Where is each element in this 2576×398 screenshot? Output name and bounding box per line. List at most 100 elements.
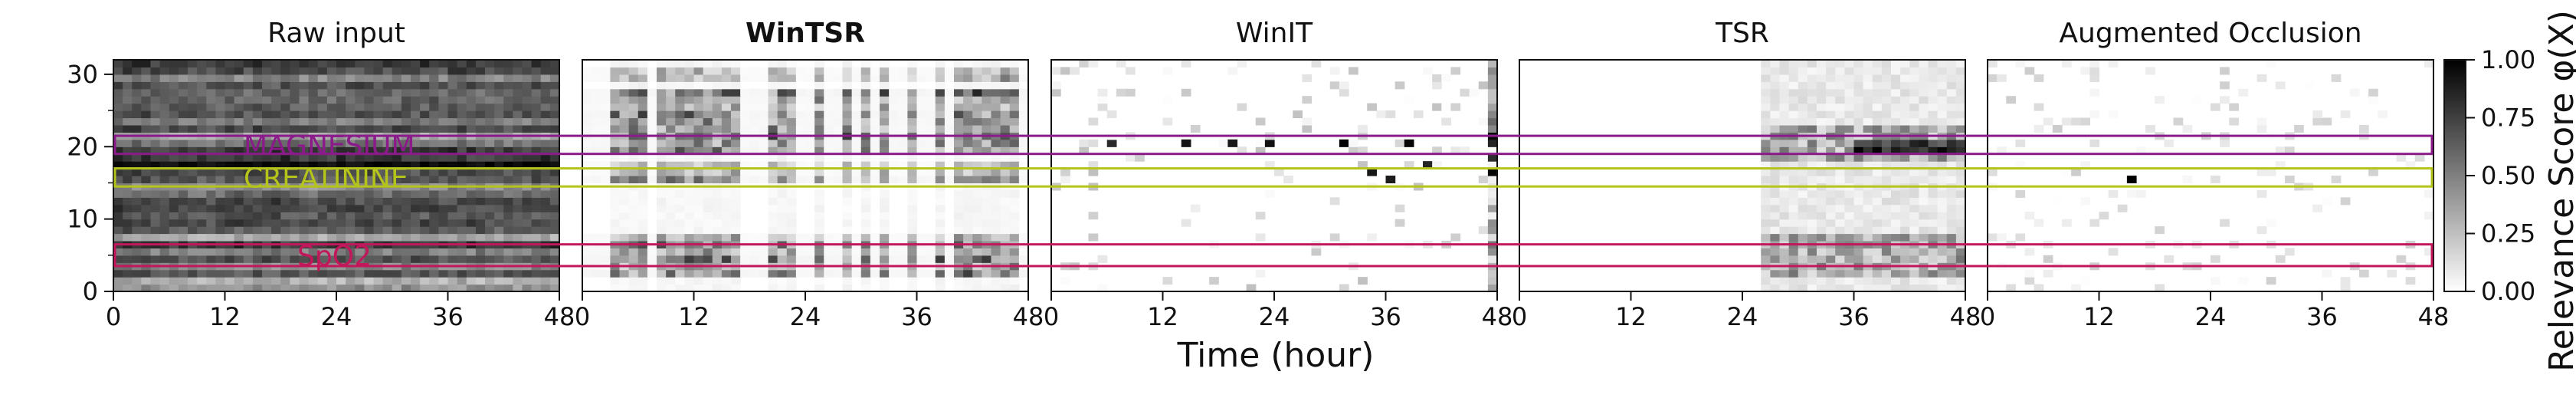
heatmap-cell xyxy=(824,233,834,242)
heatmap-cell xyxy=(582,117,592,126)
heatmap-cell xyxy=(188,96,198,104)
heatmap-cell xyxy=(768,168,778,176)
heatmap-cell xyxy=(675,284,685,292)
heatmap-cell xyxy=(252,110,263,119)
heatmap-cell xyxy=(1853,255,1864,263)
heatmap-cell xyxy=(522,67,533,75)
heatmap-cell xyxy=(582,103,592,111)
heatmap-cell xyxy=(411,60,421,68)
heatmap-cell xyxy=(860,96,871,104)
heatmap-cell xyxy=(447,146,458,155)
heatmap-cell xyxy=(1798,110,1808,119)
heatmap-cell xyxy=(582,74,592,82)
heatmap-cell xyxy=(411,233,421,242)
heatmap-cell xyxy=(1863,110,1873,119)
heatmap-cell xyxy=(833,161,844,169)
heatmap-cell xyxy=(234,153,244,162)
heatmap-cell xyxy=(1937,168,1948,176)
heatmap-cell xyxy=(628,269,639,278)
heatmap-cell xyxy=(907,153,918,162)
heatmap-cell xyxy=(1835,189,1845,198)
heatmap-cell xyxy=(1807,226,1817,235)
heatmap-cell xyxy=(1919,176,1929,184)
heatmap-cell xyxy=(224,67,235,75)
heatmap-cell xyxy=(851,103,862,111)
heatmap-cell xyxy=(860,233,871,242)
heatmap-cell xyxy=(317,189,328,198)
heatmap-cell xyxy=(1872,110,1883,119)
heatmap-cell xyxy=(466,204,477,212)
heatmap-cell xyxy=(271,103,281,111)
heatmap-cell xyxy=(159,103,170,111)
heatmap-cell xyxy=(851,146,862,155)
heatmap-cell xyxy=(972,153,982,162)
heatmap-cell xyxy=(123,161,133,169)
heatmap-cell xyxy=(252,161,263,169)
heatmap-cell xyxy=(411,197,421,206)
heatmap-cell xyxy=(693,81,704,90)
heatmap-cell xyxy=(1900,146,1910,155)
heatmap-cell xyxy=(703,117,713,126)
heatmap-cell xyxy=(898,161,908,169)
heatmap-cell xyxy=(972,255,982,263)
heatmap-cell xyxy=(759,110,769,119)
heatmap-cell xyxy=(647,74,657,82)
heatmap-cell xyxy=(954,110,964,119)
heatmap-cell xyxy=(684,277,695,285)
heatmap-cell xyxy=(178,139,188,147)
heatmap-cell xyxy=(346,284,356,292)
heatmap-cell xyxy=(1329,197,1340,206)
heatmap-cell xyxy=(712,139,723,147)
heatmap-cell xyxy=(740,176,750,184)
heatmap-cell xyxy=(628,88,639,97)
heatmap-cell xyxy=(457,67,467,75)
heatmap-cell xyxy=(963,189,973,198)
heatmap-cell xyxy=(1900,117,1910,126)
heatmap-cell xyxy=(926,124,936,133)
heatmap-cell xyxy=(1116,88,1126,97)
heatmap-cell xyxy=(712,248,723,256)
heatmap-cell xyxy=(141,204,152,212)
heatmap-cell xyxy=(113,233,123,242)
heatmap-cell xyxy=(972,284,982,292)
heatmap-cell xyxy=(963,103,973,111)
heatmap-cell xyxy=(592,103,601,111)
heatmap-cell xyxy=(759,117,769,126)
heatmap-cell xyxy=(1018,96,1029,104)
heatmap-cell xyxy=(880,74,890,82)
heatmap-cell xyxy=(411,146,421,155)
heatmap-cell xyxy=(169,81,179,90)
heatmap-cell xyxy=(280,146,290,155)
heatmap-cell xyxy=(666,88,676,97)
heatmap-cell xyxy=(540,74,551,82)
heatmap-cell xyxy=(1487,74,1498,82)
heatmap-cell xyxy=(224,197,235,206)
heatmap-cell xyxy=(1955,168,1966,176)
heatmap-cell xyxy=(308,139,319,147)
heatmap-cell xyxy=(1844,255,1855,263)
heatmap-cell xyxy=(355,60,365,68)
heatmap-cell xyxy=(150,117,161,126)
heatmap-cell xyxy=(814,277,824,285)
heatmap-cell xyxy=(299,204,310,212)
heatmap-cell xyxy=(666,189,676,198)
heatmap-cell xyxy=(326,226,337,235)
heatmap-cell xyxy=(540,81,551,90)
heatmap-cell xyxy=(1891,219,1901,227)
heatmap-cell xyxy=(1881,226,1892,235)
heatmap-cell xyxy=(132,60,142,68)
heatmap-cell xyxy=(382,248,393,256)
heatmap-cell xyxy=(1955,153,1966,162)
heatmap-cell xyxy=(731,248,741,256)
heatmap-cell xyxy=(503,204,513,212)
heatmap-cell xyxy=(475,226,486,235)
heatmap-cell xyxy=(786,110,797,119)
panel-title: WinTSR xyxy=(746,18,865,49)
heatmap-cell xyxy=(1863,124,1873,133)
heatmap-cell xyxy=(522,226,533,235)
heatmap-cell xyxy=(2136,189,2146,198)
heatmap-cell xyxy=(513,212,523,220)
heatmap-cell xyxy=(637,153,648,162)
heatmap-cell xyxy=(2089,60,2100,68)
